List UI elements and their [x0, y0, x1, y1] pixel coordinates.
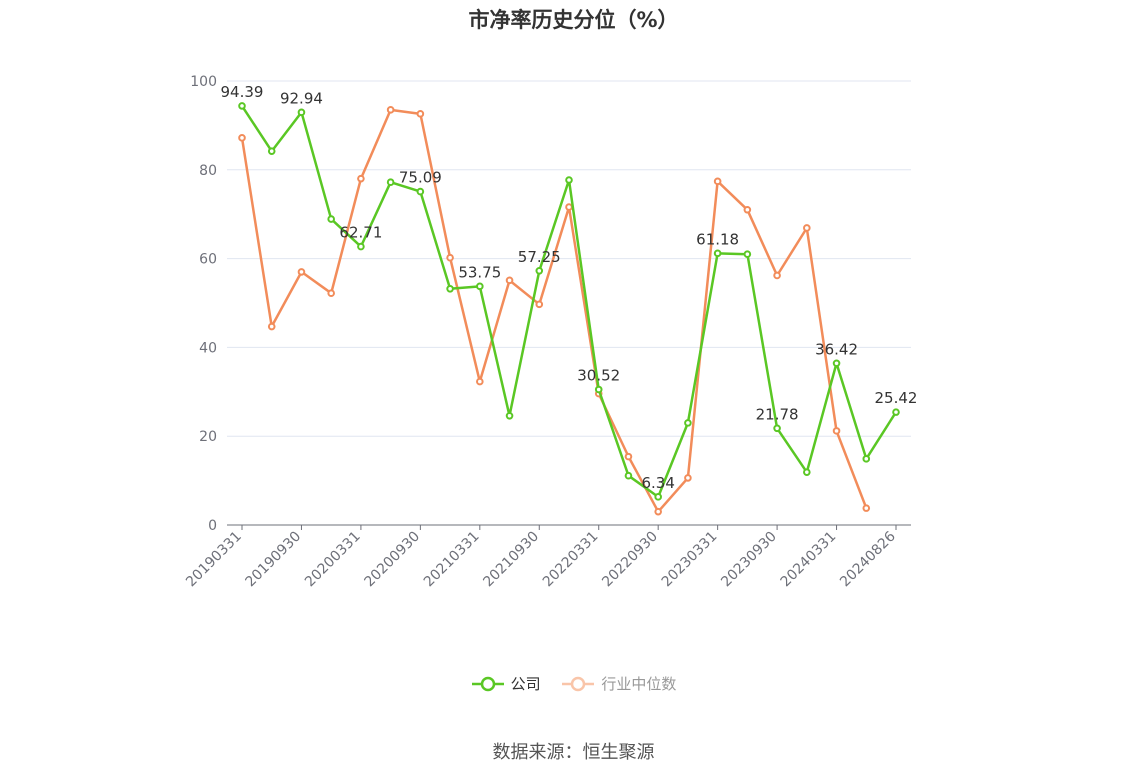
y-tick-label: 0	[208, 518, 217, 534]
y-tick-label: 80	[199, 163, 217, 179]
data-point	[416, 110, 425, 118]
data-point	[624, 471, 633, 480]
data-point	[803, 224, 811, 232]
data-label: 92.94	[280, 89, 323, 107]
data-point	[832, 359, 841, 368]
data-point	[535, 267, 544, 275]
data-point	[892, 408, 900, 416]
data-point	[505, 411, 514, 420]
data-point	[654, 493, 662, 501]
series-line-1	[240, 108, 868, 513]
y-tick-label: 100	[190, 74, 217, 90]
legend: 公司 行业中位数	[0, 673, 1147, 696]
x-tick-label: 20210331	[421, 529, 483, 591]
x-tick-label: 20210930	[480, 529, 542, 591]
data-point	[773, 424, 781, 433]
data-point	[684, 474, 692, 482]
data-label: 61.18	[696, 230, 739, 248]
data-point	[446, 284, 454, 293]
data-point	[238, 102, 246, 110]
data-point	[238, 134, 246, 142]
data-label: 53.75	[458, 263, 501, 281]
data-point	[773, 271, 781, 280]
data-label: 25.42	[875, 389, 918, 407]
data-point	[743, 205, 752, 214]
data-label: 57.25	[518, 248, 561, 266]
legend-company-marker-icon	[471, 676, 504, 691]
data-point	[594, 385, 603, 394]
data-point	[297, 108, 306, 117]
data-point	[862, 504, 871, 512]
data-point	[743, 250, 752, 258]
data-label: 36.42	[815, 340, 858, 358]
data-point	[476, 377, 484, 386]
y-tick-label: 20	[199, 429, 217, 445]
data-point	[446, 253, 454, 262]
data-point	[327, 289, 335, 298]
y-tick-label: 60	[199, 252, 217, 268]
data-point	[386, 106, 395, 114]
x-tick-label: 20240826	[837, 528, 899, 590]
chart-title: 市净率历史分位（%）	[468, 8, 679, 32]
legend-industry-label: 行业中位数	[601, 675, 677, 693]
data-source: 数据来源：恒生聚源	[492, 742, 655, 763]
data-point	[832, 427, 841, 435]
legend-company-label: 公司	[510, 675, 541, 693]
data-point	[713, 249, 722, 258]
data-point	[386, 178, 395, 187]
data-point	[684, 419, 692, 427]
line-chart: 0 20 40 60 80 100 2019033120190930202003312020…	[183, 74, 918, 591]
data-point	[862, 455, 871, 463]
y-tick-label: 40	[199, 340, 217, 356]
data-point	[565, 176, 573, 184]
x-tick-label: 20190930	[243, 529, 305, 591]
data-point	[476, 282, 484, 291]
legend-item-industry-median[interactable]: 行业中位数	[561, 673, 676, 694]
data-point	[565, 203, 573, 211]
x-tick-label: 20190331	[183, 529, 245, 591]
data-label: 6.34	[641, 474, 674, 492]
legend-item-company[interactable]: 公司	[471, 673, 541, 694]
data-label: 94.39	[221, 83, 264, 101]
data-point	[297, 268, 306, 276]
data-point	[803, 468, 811, 476]
data-point	[416, 187, 425, 196]
data-point	[624, 452, 633, 461]
data-label: 21.78	[756, 405, 799, 423]
data-point	[535, 300, 544, 309]
x-tick-label: 20200331	[302, 529, 364, 591]
data-point	[505, 276, 514, 285]
x-tick-label: 20200930	[361, 529, 423, 591]
legend-industry-marker-icon	[562, 676, 595, 691]
data-label: 62.71	[339, 224, 382, 242]
x-tick-label: 20220331	[540, 529, 602, 591]
data-point	[267, 322, 276, 331]
data-point	[357, 242, 365, 251]
data-point	[327, 215, 335, 223]
series-line-0	[240, 105, 898, 499]
x-tick-label: 20220930	[599, 529, 661, 591]
x-tick-label: 20230331	[659, 529, 721, 591]
data-point	[713, 177, 722, 186]
data-point	[357, 174, 365, 183]
x-tick-label: 20230930	[718, 529, 780, 591]
data-point	[267, 147, 276, 155]
data-label: 75.09	[399, 169, 442, 187]
data-label: 30.52	[577, 366, 620, 384]
data-point	[654, 507, 662, 516]
x-tick-label: 20240331	[778, 529, 840, 591]
